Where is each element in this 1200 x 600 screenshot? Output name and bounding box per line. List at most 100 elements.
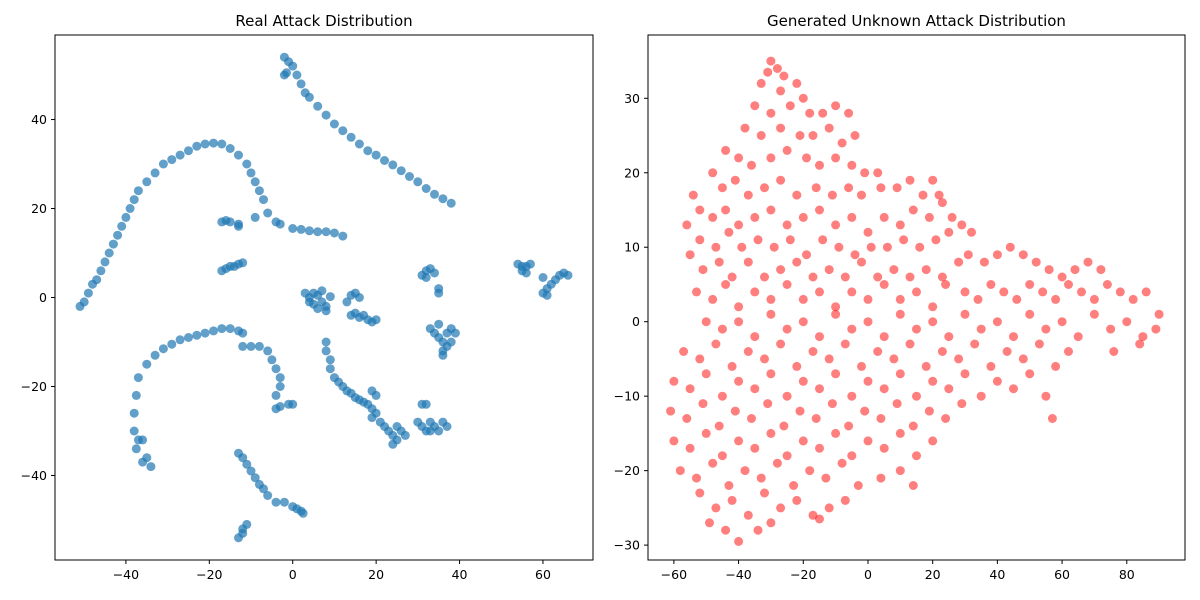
scatter-point — [840, 272, 850, 282]
scatter-point — [121, 212, 131, 222]
scatter-point — [912, 391, 921, 401]
scatter-point — [908, 421, 918, 431]
scatter-point — [821, 473, 831, 483]
scatter-point — [158, 344, 168, 354]
scatter-point — [238, 453, 248, 463]
scatter-point — [1070, 265, 1080, 275]
scatter-point — [798, 317, 808, 327]
x-tick-label: 60 — [1054, 567, 1070, 582]
scatter-point — [937, 347, 947, 356]
scatter-point — [329, 228, 339, 238]
scatter-point — [129, 426, 139, 436]
scatter-point — [1154, 309, 1164, 319]
scatter-point — [882, 242, 892, 252]
scatter-point — [142, 359, 152, 369]
y-tick-label: −20 — [614, 463, 640, 478]
scatter-point — [815, 160, 824, 170]
scatter-point — [772, 64, 782, 73]
scatter-point — [743, 347, 753, 356]
scatter-point — [967, 227, 976, 237]
scatter-point — [986, 280, 996, 289]
scatter-point — [275, 382, 285, 391]
scatter-point — [772, 458, 782, 468]
scatter-point — [850, 250, 860, 260]
scatter-point — [304, 226, 314, 236]
scatter-point — [831, 101, 841, 111]
scatter-point — [304, 297, 314, 307]
scatter-point — [808, 131, 818, 140]
scatter-point — [727, 272, 737, 282]
scatter-point — [840, 339, 850, 349]
scatter-point — [760, 272, 769, 282]
scatter-point — [895, 220, 905, 230]
scatter-point — [831, 220, 841, 230]
scatter-point — [912, 324, 921, 334]
scatter-point — [928, 302, 938, 312]
scatter-point — [254, 341, 264, 351]
scatter-point — [367, 413, 377, 423]
scatter-point — [1057, 272, 1067, 282]
scatter-point — [815, 205, 824, 215]
scatter-point — [779, 421, 789, 431]
scatter-point — [876, 473, 886, 483]
scatter-point — [246, 341, 256, 351]
scatter-point — [142, 177, 152, 187]
scatter-point — [727, 495, 737, 505]
scatter-point — [756, 473, 766, 483]
scatter-point — [753, 235, 763, 245]
scatter-point — [805, 466, 815, 476]
scatter-point — [104, 248, 114, 258]
scatter-point — [827, 399, 837, 409]
scatter-point — [818, 235, 828, 245]
y-tick-label: −30 — [614, 538, 640, 553]
scatter-point — [271, 497, 281, 507]
scatter-point — [743, 510, 753, 520]
scatter-point — [1018, 354, 1028, 364]
scatter-point — [275, 373, 285, 383]
scatter-point — [321, 110, 331, 120]
scatter-point — [934, 190, 944, 200]
scatter-point — [954, 257, 964, 267]
scatter-point — [175, 335, 185, 345]
scatter-point — [747, 414, 756, 423]
scatter-point — [857, 257, 866, 267]
scatter-point — [912, 451, 921, 461]
y-tick-label: 10 — [624, 240, 640, 255]
scatter-point — [325, 292, 335, 302]
scatter-point — [246, 168, 256, 178]
scatter-point — [184, 333, 193, 342]
scatter-point — [879, 212, 889, 222]
scatter-point — [701, 317, 711, 327]
scatter-point — [795, 406, 805, 416]
scatter-point — [430, 189, 439, 199]
y-tick-label: 30 — [624, 91, 640, 106]
scatter-point — [259, 195, 268, 205]
scatter-point — [863, 317, 873, 327]
scatter-point — [992, 376, 1002, 386]
y-tick-label: 0 — [632, 314, 640, 329]
scatter-point — [798, 294, 808, 304]
scatter-point — [692, 473, 701, 483]
scatter-point — [782, 324, 792, 334]
scatter-point — [275, 219, 285, 229]
scatter-point — [371, 150, 381, 160]
scatter-point — [747, 160, 756, 170]
scatter-point — [724, 227, 734, 237]
chart-title: Real Attack Distribution — [235, 12, 412, 30]
scatter-point — [438, 350, 448, 360]
scatter-point — [242, 459, 252, 469]
scatter-point — [708, 458, 718, 468]
scatter-point — [944, 332, 954, 342]
scatter-point — [979, 257, 989, 267]
scatter-point — [837, 138, 847, 148]
scatter-point — [808, 347, 818, 356]
scatter-point — [776, 123, 786, 133]
scatter-point — [863, 294, 873, 304]
scatter-point — [380, 156, 389, 165]
scatter-point — [847, 212, 857, 222]
scatter-point — [844, 108, 854, 118]
scatter-point — [750, 101, 760, 111]
scatter-point — [296, 224, 306, 234]
